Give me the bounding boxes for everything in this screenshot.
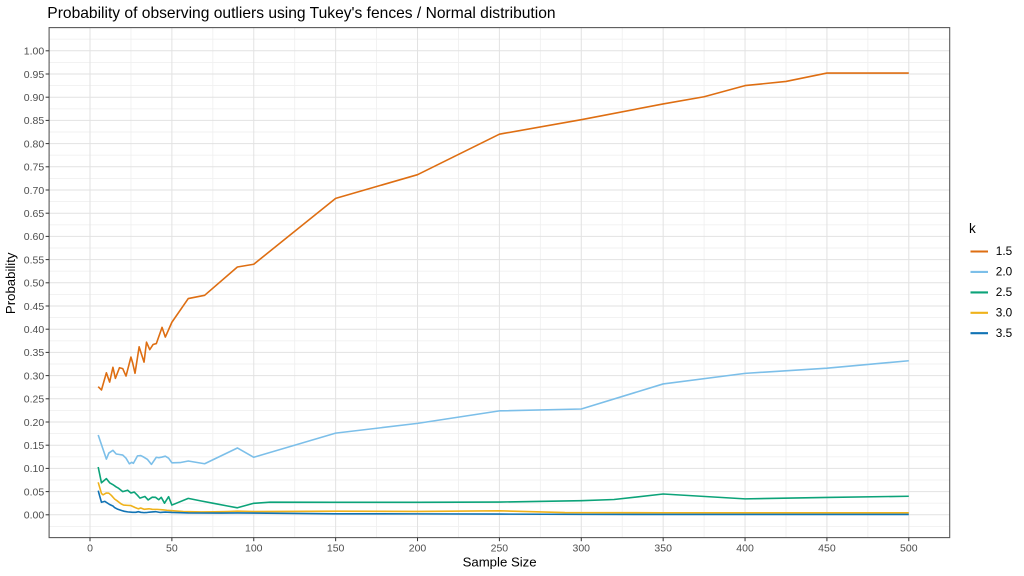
svg-text:0.15: 0.15 (24, 440, 45, 452)
svg-text:350: 350 (654, 543, 672, 555)
svg-text:0.90: 0.90 (24, 92, 45, 104)
svg-text:k: k (969, 221, 976, 236)
svg-text:0.45: 0.45 (24, 301, 45, 313)
svg-text:Probability: Probability (3, 252, 18, 314)
svg-text:0.05: 0.05 (24, 486, 45, 498)
svg-text:3.5: 3.5 (996, 326, 1013, 340)
svg-text:0.95: 0.95 (24, 69, 45, 81)
svg-text:Probability of observing outli: Probability of observing outliers using … (47, 5, 555, 22)
svg-text:500: 500 (900, 543, 918, 555)
svg-text:0.00: 0.00 (24, 510, 45, 522)
svg-text:0.10: 0.10 (24, 463, 45, 475)
svg-text:400: 400 (736, 543, 754, 555)
svg-text:0.85: 0.85 (24, 115, 45, 127)
svg-text:1.00: 1.00 (24, 46, 45, 58)
svg-text:300: 300 (573, 543, 591, 555)
svg-text:3.0: 3.0 (996, 306, 1013, 320)
svg-text:250: 250 (491, 543, 509, 555)
svg-text:0.65: 0.65 (24, 208, 45, 220)
svg-text:2.0: 2.0 (996, 265, 1013, 279)
svg-text:50: 50 (166, 543, 178, 555)
svg-text:200: 200 (409, 543, 427, 555)
svg-text:1.5: 1.5 (996, 244, 1013, 258)
svg-text:150: 150 (327, 543, 345, 555)
svg-text:0.25: 0.25 (24, 394, 45, 406)
svg-text:0.50: 0.50 (24, 278, 45, 290)
svg-text:2.5: 2.5 (996, 285, 1013, 299)
svg-text:0.35: 0.35 (24, 347, 45, 359)
svg-text:0.20: 0.20 (24, 417, 45, 429)
svg-text:0.30: 0.30 (24, 370, 45, 382)
svg-text:0.75: 0.75 (24, 162, 45, 174)
svg-text:0.70: 0.70 (24, 185, 45, 197)
svg-text:Sample Size: Sample Size (463, 554, 537, 569)
svg-text:100: 100 (245, 543, 263, 555)
svg-text:0.55: 0.55 (24, 254, 45, 266)
svg-text:450: 450 (818, 543, 836, 555)
svg-text:0: 0 (87, 543, 93, 555)
svg-text:0.40: 0.40 (24, 324, 45, 336)
svg-text:0.80: 0.80 (24, 138, 45, 150)
svg-text:0.60: 0.60 (24, 231, 45, 243)
